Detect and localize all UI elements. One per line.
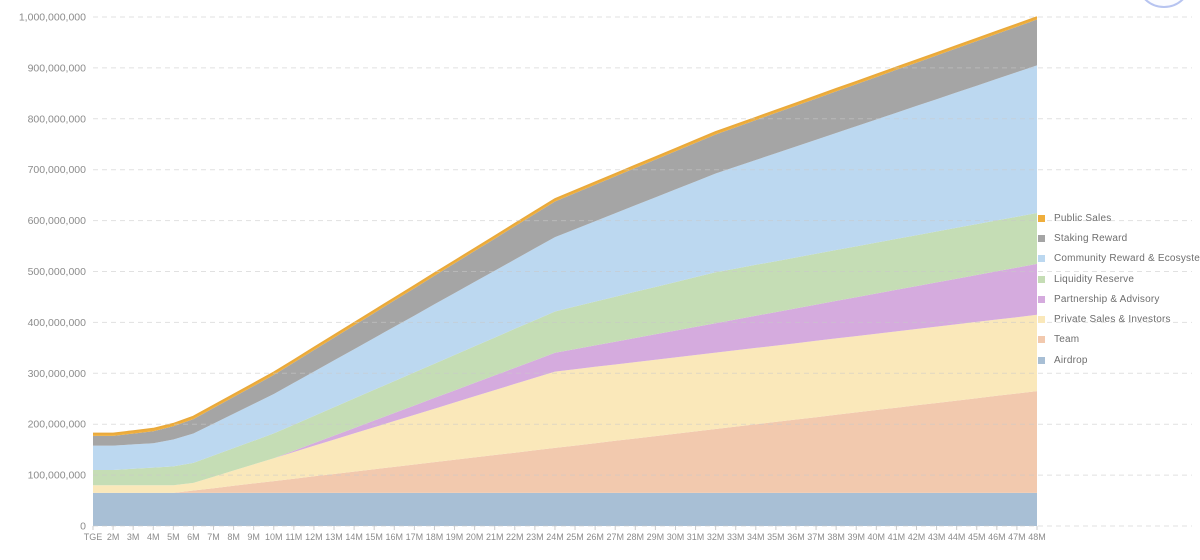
legend-item-partnership-advisory[interactable]: Partnership & Advisory [1038, 289, 1200, 309]
legend-item-community-reward-ecosystem[interactable]: Community Reward & Ecosystem [1038, 249, 1200, 269]
x-axis-label: 40M [868, 532, 886, 542]
area-liquidity-reserve[interactable] [93, 213, 1037, 486]
x-axis-label: 27M [606, 532, 624, 542]
x-axis-label: 20M [466, 532, 484, 542]
x-axis-label: 18M [426, 532, 444, 542]
legend-item-airdrop[interactable]: Airdrop [1038, 350, 1200, 370]
x-axis-label: 11M [285, 532, 302, 542]
y-axis-label: 900,000,000 [28, 62, 87, 74]
y-axis-label: 500,000,000 [28, 266, 87, 278]
area-community-reward-ecosystem[interactable] [93, 65, 1037, 471]
legend-swatch-icon [1038, 234, 1045, 242]
x-axis-label: 36M [787, 532, 805, 542]
x-axis-label: 48M [1028, 532, 1046, 542]
legend-swatch-icon [1038, 316, 1045, 324]
x-axis-label: 44M [948, 532, 966, 542]
legend-item-team[interactable]: Team [1038, 330, 1200, 350]
area-partnership-advisory[interactable] [93, 263, 1037, 486]
area-team[interactable] [93, 391, 1037, 493]
x-axis-label: 3M [127, 532, 140, 542]
legend-label: Liquidity Reserve [1054, 273, 1135, 285]
x-axis-label: 6M [187, 532, 200, 542]
legend-swatch-icon [1038, 255, 1045, 263]
legend-label: Partnership & Advisory [1054, 293, 1160, 305]
x-axis-label: 21M [486, 532, 504, 542]
x-axis-label: 9M [247, 532, 260, 542]
x-axis-label: 13M [325, 532, 343, 542]
legend-label: Private Sales & Investors [1054, 314, 1171, 326]
y-axis-label: 600,000,000 [28, 215, 87, 227]
x-axis-label: 7M [207, 532, 220, 542]
legend-swatch-icon [1038, 295, 1045, 303]
legend-swatch-icon [1038, 214, 1045, 222]
legend-item-liquidity-reserve[interactable]: Liquidity Reserve [1038, 269, 1200, 289]
legend-label: Public Sales [1054, 212, 1112, 224]
x-axis-label: 31M [687, 532, 705, 542]
x-axis-label: 15M [365, 532, 383, 542]
x-axis-label: 43M [928, 532, 946, 542]
x-axis-label: 39M [847, 532, 865, 542]
legend-swatch-icon [1038, 356, 1045, 364]
x-axis-label: 32M [707, 532, 725, 542]
x-axis-label: 17M [406, 532, 424, 542]
area-airdrop[interactable] [93, 492, 1037, 526]
x-axis-label: 29M [647, 532, 665, 542]
legend-label: Airdrop [1054, 354, 1088, 366]
x-axis-label: 4M [147, 532, 160, 542]
legend-item-staking-reward[interactable]: Staking Reward [1038, 228, 1200, 248]
y-axis-label: 200,000,000 [28, 419, 87, 431]
legend-swatch-icon [1038, 336, 1045, 344]
x-axis-label: 46M [988, 532, 1006, 542]
legend-item-public-sales[interactable]: Public Sales [1038, 208, 1200, 228]
legend-label: Community Reward & Ecosystem [1054, 253, 1200, 265]
x-axis-label: 47M [1008, 532, 1026, 542]
x-axis-label: 23M [526, 532, 544, 542]
legend-swatch-icon [1038, 275, 1045, 283]
x-axis-label: 38M [827, 532, 845, 542]
y-axis-label: 700,000,000 [28, 164, 87, 176]
y-axis-label: 300,000,000 [28, 368, 87, 380]
chart-legend: Public Sales Staking Reward Community Rewa… [1038, 208, 1200, 370]
area-private-sales-investors[interactable] [93, 314, 1037, 493]
legend-label: Staking Reward [1054, 232, 1128, 244]
x-axis-label: 42M [908, 532, 926, 542]
y-axis-label: 0 [80, 521, 86, 533]
x-axis-label: 19M [446, 532, 464, 542]
y-axis-label: 400,000,000 [28, 317, 87, 329]
x-axis-label: 41M [888, 532, 906, 542]
x-axis-label: 45M [968, 532, 986, 542]
y-axis-label: 800,000,000 [28, 113, 87, 125]
x-axis-label: 14M [345, 532, 363, 542]
public-sales-top-line [93, 16, 1038, 435]
legend-item-private-sales-investors[interactable]: Private Sales & Investors [1038, 309, 1200, 329]
x-axis-label: 35M [767, 532, 785, 542]
x-axis-label: 25M [566, 532, 584, 542]
x-axis-label: 24M [546, 532, 564, 542]
x-axis-label: 16M [386, 532, 404, 542]
x-axis-label: 37M [807, 532, 825, 542]
x-axis-label: 28M [627, 532, 645, 542]
x-axis-label: 10M [265, 532, 283, 542]
y-axis-label: 1,000,000,000 [19, 12, 86, 24]
x-axis-label: 22M [506, 532, 524, 542]
y-axis-label: 100,000,000 [28, 470, 87, 482]
x-axis-label: 12M [305, 532, 323, 542]
x-axis-label: 2M [107, 532, 120, 542]
legend-label: Team [1054, 334, 1080, 346]
x-axis-label: 5M [167, 532, 180, 542]
area-staking-reward[interactable] [93, 19, 1037, 446]
x-axis-label: 33M [727, 532, 745, 542]
x-axis-label: 26M [586, 532, 604, 542]
x-axis-label: 34M [747, 532, 765, 542]
x-axis-label: 8M [227, 532, 240, 542]
x-axis-label: TGE [84, 532, 103, 542]
x-axis-label: 30M [667, 532, 685, 542]
